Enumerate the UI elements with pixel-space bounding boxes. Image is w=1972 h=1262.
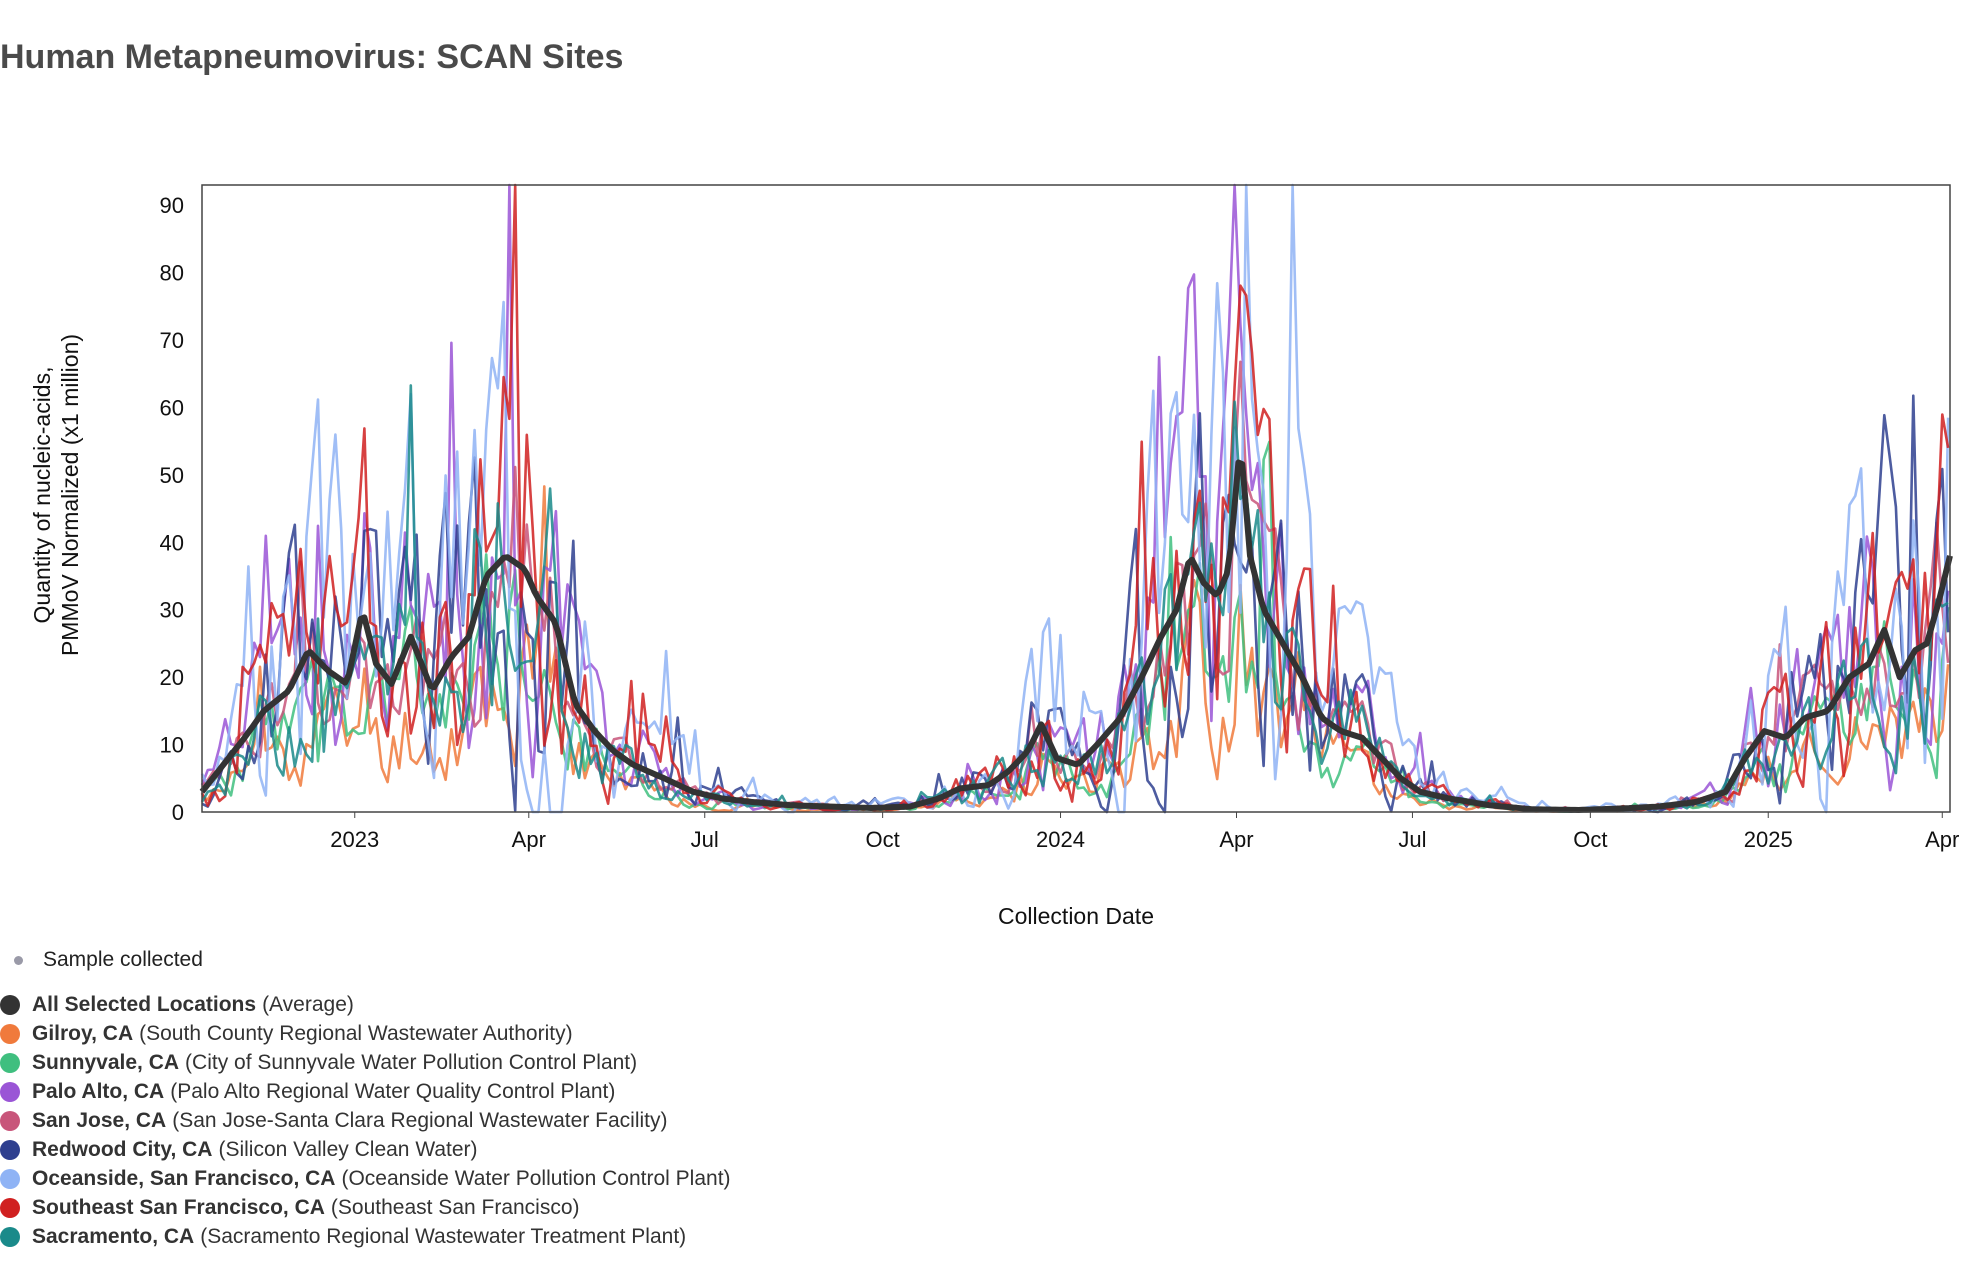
legend-item-gilroy[interactable]: Gilroy, CA (South County Regional Wastew… — [0, 1019, 731, 1048]
y-tick-label: 40 — [160, 530, 184, 555]
plot-frame — [201, 184, 1951, 813]
sample-collected-legend: Sample collected — [10, 948, 203, 972]
legend-item-san-jose[interactable]: San Jose, CA (San Jose-Santa Clara Regio… — [0, 1106, 731, 1135]
x-axis: 2023 Apr Jul Oct 2024 Apr Jul Oct 2025 Apr — [330, 812, 1959, 852]
y-axis: 0 10 20 30 40 50 60 70 80 90 — [160, 193, 184, 825]
x-tick-label: 2023 — [330, 827, 379, 852]
legend-item-sunnyvale[interactable]: Sunnyvale, CA (City of Sunnyvale Water P… — [0, 1048, 731, 1077]
y-tick-label: 0 — [172, 800, 184, 825]
average-line — [199, 459, 1953, 813]
y-tick-label: 80 — [160, 261, 184, 286]
x-tick-label: Jul — [691, 827, 719, 852]
legend-name: Sunnyvale, CA — [32, 1050, 180, 1074]
legend-swatch-icon — [0, 1139, 20, 1160]
legend-item-southeast-sf[interactable]: Southeast San Francisco, CA (Southeast S… — [0, 1193, 731, 1222]
legend-detail: (City of Sunnyvale Water Pollution Contr… — [185, 1050, 638, 1074]
legend-item-sacramento[interactable]: Sacramento, CA (Sacramento Regional Wast… — [0, 1222, 731, 1251]
x-tick-label: Oct — [866, 827, 900, 852]
legend-swatch-icon — [0, 1052, 20, 1073]
y-tick-label: 90 — [160, 193, 184, 218]
sample-collected-label: Sample collected — [43, 948, 203, 971]
x-tick-label: 2025 — [1744, 827, 1793, 852]
legend-swatch-icon — [0, 1168, 20, 1189]
y-tick-label: 50 — [160, 463, 184, 488]
legend-swatch-icon — [0, 1226, 20, 1247]
legend-item-palo-alto[interactable]: Palo Alto, CA (Palo Alto Regional Water … — [0, 1077, 731, 1106]
x-axis-label: Collection Date — [998, 903, 1154, 929]
legend-detail: (Average) — [262, 992, 354, 1016]
legend-detail: (South County Regional Wastewater Author… — [139, 1021, 573, 1045]
x-tick-label: Apr — [512, 827, 546, 852]
legend-name: Palo Alto, CA — [32, 1079, 165, 1103]
legend-name: Southeast San Francisco, CA — [32, 1195, 325, 1219]
legend-name: All Selected Locations — [32, 992, 257, 1016]
legend-swatch-icon — [0, 1110, 20, 1131]
y-axis-label-line: Quantity of nucleic-acids, — [29, 367, 55, 624]
legend-name: San Jose, CA — [32, 1108, 167, 1132]
legend-detail: (Southeast San Francisco) — [330, 1195, 580, 1219]
y-tick-label: 30 — [160, 598, 184, 623]
legend-swatch-icon — [0, 1081, 20, 1102]
legend-swatch-icon — [0, 1197, 20, 1218]
legend-detail: (Silicon Valley Clean Water) — [218, 1137, 478, 1161]
plot-area — [199, 183, 1953, 814]
chart: Quantity of nucleic-acids, PMMoV Normaliz… — [29, 183, 1959, 929]
legend-detail: (San Jose-Santa Clara Regional Wastewate… — [172, 1108, 668, 1132]
legend-item-average[interactable]: All Selected Locations (Average) — [0, 990, 731, 1019]
y-axis-label: Quantity of nucleic-acids, PMMoV Normaliz… — [29, 334, 83, 656]
legend-item-oceanside[interactable]: Oceanside, San Francisco, CA (Oceanside … — [0, 1164, 731, 1193]
legend-swatch-icon — [0, 994, 20, 1015]
legend: All Selected Locations (Average) Gilroy,… — [0, 990, 731, 1251]
y-tick-label: 20 — [160, 665, 184, 690]
legend-detail: (Oceanside Water Pollution Control Plant… — [341, 1166, 731, 1190]
x-tick-label: Jul — [1398, 827, 1426, 852]
x-tick-label: Apr — [1219, 827, 1253, 852]
legend-name: Sacramento, CA — [32, 1224, 195, 1248]
x-tick-label: Apr — [1925, 827, 1959, 852]
x-tick-label: 2024 — [1036, 827, 1085, 852]
y-tick-label: 70 — [160, 328, 184, 353]
legend-name: Redwood City, CA — [32, 1137, 213, 1161]
x-tick-label: Oct — [1573, 827, 1607, 852]
legend-item-redwood-city[interactable]: Redwood City, CA (Silicon Valley Clean W… — [0, 1135, 731, 1164]
legend-swatch-icon — [0, 1023, 20, 1044]
series-line — [201, 360, 1950, 813]
legend-name: Gilroy, CA — [32, 1021, 134, 1045]
legend-detail: (Sacramento Regional Wastewater Treatmen… — [200, 1224, 687, 1248]
y-tick-label: 60 — [160, 395, 184, 420]
sample-dot-icon — [14, 955, 23, 965]
y-axis-label-line: PMMoV Normalized (x1 million) — [57, 334, 83, 656]
y-tick-label: 10 — [160, 733, 184, 758]
series-line — [200, 183, 1950, 812]
page-title: Human Metapneumovirus: SCAN Sites — [0, 38, 624, 76]
legend-detail: (Palo Alto Regional Water Quality Contro… — [170, 1079, 616, 1103]
legend-name: Oceanside, San Francisco, CA — [32, 1166, 336, 1190]
